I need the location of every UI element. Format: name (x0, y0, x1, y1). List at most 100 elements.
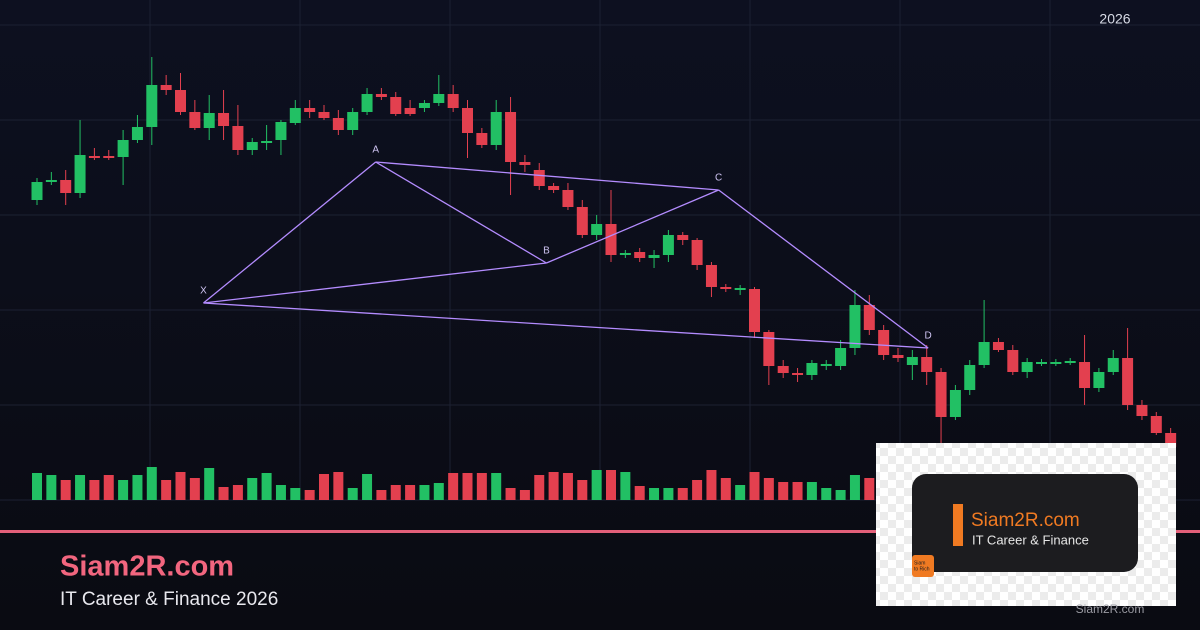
candle-body (418, 103, 430, 108)
candle-body (892, 355, 904, 358)
candle-body (605, 224, 617, 255)
candle-body (964, 365, 976, 390)
volume-bar (161, 480, 172, 500)
volume-bar (247, 478, 258, 500)
candle-body (734, 288, 746, 290)
candle-body (60, 180, 72, 193)
volume-bar (304, 490, 315, 500)
candle-body (433, 94, 445, 103)
pattern-layer: X A B C D (200, 145, 932, 349)
candle-body (878, 330, 890, 355)
candle-body (505, 112, 517, 162)
volume-bar (821, 488, 832, 500)
year-label: 2026 (1099, 11, 1130, 27)
volume-bar (448, 473, 459, 500)
volume-bar (433, 483, 444, 500)
volume-bar (505, 488, 516, 500)
volume-bar (462, 473, 473, 500)
candle-body (1093, 372, 1105, 388)
candle-body (662, 235, 674, 255)
candle-body (576, 207, 588, 235)
candle-body (1136, 405, 1148, 416)
candle-body (476, 133, 488, 145)
candle-body (74, 155, 86, 193)
pattern-leg (203, 302, 929, 349)
volume-bar (319, 474, 329, 500)
volume-bar (792, 482, 803, 500)
pattern-leg (718, 189, 929, 349)
candle-body (648, 255, 660, 258)
logo-text: Siam (914, 560, 925, 566)
candle-body (691, 240, 703, 265)
candle-body (763, 332, 775, 366)
candle-body (949, 390, 961, 417)
candle-body (806, 363, 818, 375)
candle-body (792, 373, 804, 375)
volume-bar (362, 474, 373, 500)
volume-bar (60, 480, 71, 500)
candle-body (863, 305, 875, 330)
candle-body (404, 108, 416, 114)
candle-body (1165, 433, 1177, 447)
candle-body (318, 112, 330, 118)
candle-body (720, 287, 732, 289)
volume-bar (577, 480, 588, 500)
candle-body (906, 357, 918, 365)
candle-body (1007, 350, 1019, 372)
volume-bar (175, 472, 186, 500)
pattern-label: D (925, 331, 932, 342)
volume-bar (562, 473, 573, 500)
candle-body (261, 141, 273, 143)
volume-bar (519, 490, 530, 500)
candle-body (1021, 362, 1033, 372)
volume-bar (32, 473, 42, 500)
candle-body (88, 156, 100, 158)
candle-body (634, 252, 646, 258)
volume-bar (290, 488, 301, 500)
candle-body (275, 122, 287, 140)
volume-bar (89, 480, 100, 500)
candle-body (619, 253, 631, 255)
candle-body (849, 305, 861, 348)
volume-bar (720, 478, 731, 500)
volume-bar (692, 480, 703, 500)
card: Siam2R.com IT Career & Finance Siam to R… (876, 443, 1176, 606)
candle-body (749, 289, 760, 332)
pattern-leg (375, 161, 547, 264)
candle-body (347, 112, 359, 130)
candle-body (1150, 416, 1162, 433)
volume-bar (778, 482, 789, 500)
candle-layer (31, 57, 1177, 450)
candle-body (533, 170, 545, 186)
volume-bar (146, 467, 157, 500)
candle-body (519, 162, 531, 165)
candle-body (921, 357, 933, 372)
candle-body (218, 113, 230, 126)
candle-body (31, 182, 43, 200)
volume-bar (735, 485, 746, 500)
candle-body (131, 127, 143, 140)
pattern-label: C (715, 173, 722, 184)
volume-bar (763, 478, 774, 500)
volume-bar (476, 473, 487, 500)
candle-body (1064, 361, 1076, 363)
volume-bar (419, 485, 430, 500)
candle-body (189, 112, 201, 128)
volume-bar (275, 485, 286, 500)
candle-body (289, 108, 301, 123)
candle-body (490, 112, 502, 145)
candle-body (203, 113, 215, 128)
pattern-leg (203, 161, 377, 304)
volume-bar (390, 485, 401, 500)
candle-body (677, 235, 689, 240)
candle-body (447, 94, 459, 108)
volume-bar (232, 485, 243, 500)
volume-bar (132, 475, 143, 500)
candle-body (777, 366, 789, 373)
volume-bar (261, 473, 272, 500)
volume-bar (118, 480, 129, 500)
volume-bar (634, 486, 645, 500)
volume-bar (189, 478, 200, 500)
watermark: Siam2R.com (1076, 602, 1145, 616)
